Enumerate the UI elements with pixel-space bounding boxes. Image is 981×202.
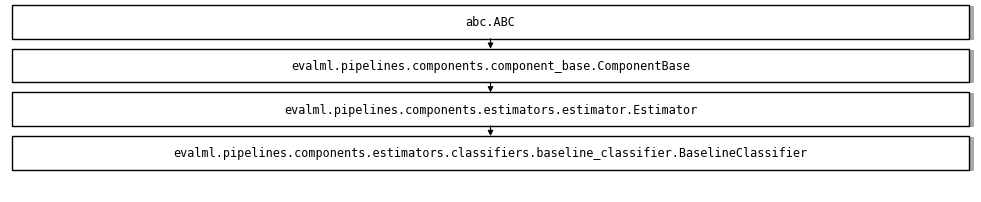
Text: evalml.pipelines.components.estimators.classifiers.baseline_classifier.BaselineC: evalml.pipelines.components.estimators.c… <box>174 146 807 160</box>
Text: evalml.pipelines.components.estimators.estimator.Estimator: evalml.pipelines.components.estimators.e… <box>284 103 697 116</box>
Bar <box>17 94 974 127</box>
Bar <box>17 7 974 40</box>
Text: abc.ABC: abc.ABC <box>466 16 515 29</box>
Bar <box>17 137 974 171</box>
Bar <box>12 6 969 39</box>
Bar <box>17 50 974 84</box>
Text: evalml.pipelines.components.component_base.ComponentBase: evalml.pipelines.components.component_ba… <box>291 60 690 73</box>
Bar <box>12 49 969 83</box>
Bar <box>12 93 969 126</box>
Bar <box>12 136 969 170</box>
